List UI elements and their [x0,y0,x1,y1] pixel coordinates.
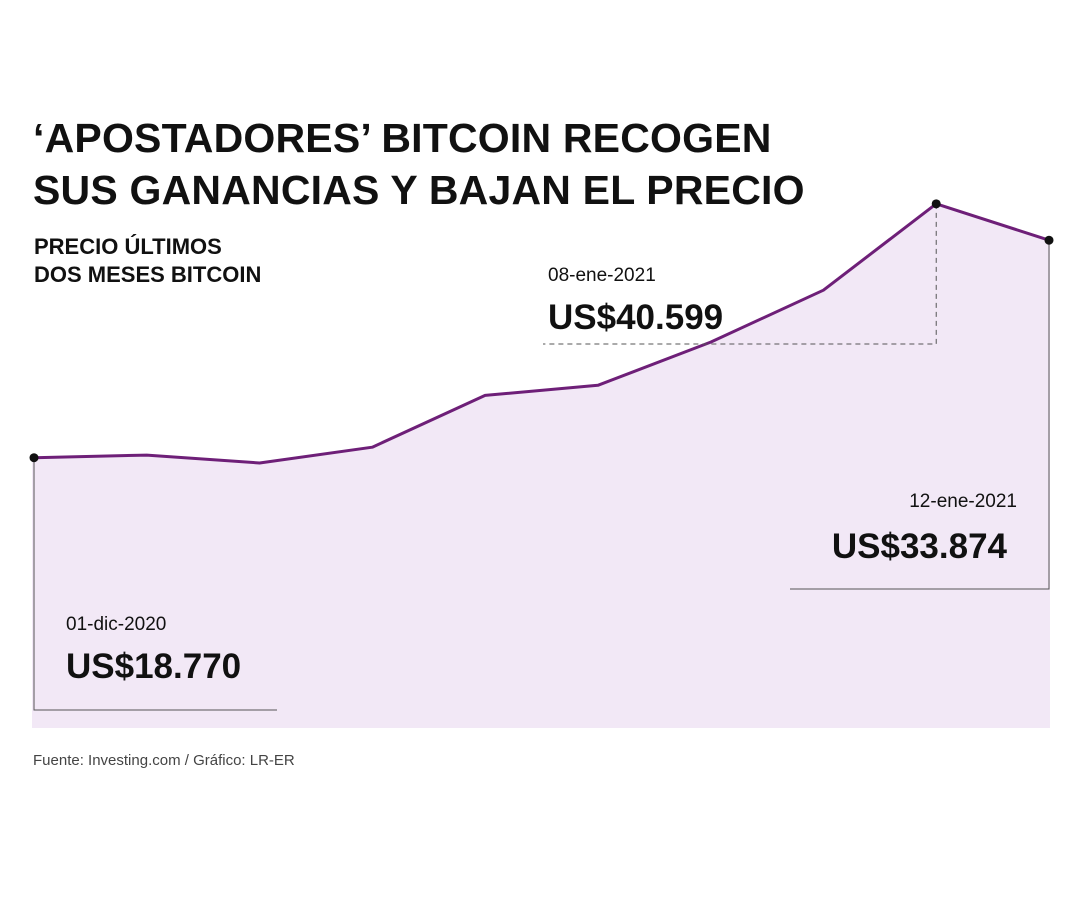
annotation-guides [33,203,1050,711]
annotation-value-label: US$33.874 [832,527,1008,566]
annotation-date-label: 12-ene-2021 [909,491,1017,512]
annotation-date-label: 08-ene-2021 [548,265,656,286]
chart-subtitle: PRECIO ÚLTIMOS DOS MESES BITCOIN [34,233,261,289]
chart-title-line-2: SUS GANANCIAS Y BAJAN EL PRECIO [33,167,805,213]
annotation-value-label: US$18.770 [66,647,241,686]
annotation-labels: 01-dic-2020 US$18.770 08-ene-2021 US$40.599… [66,265,1017,686]
annotation-guide-line [543,203,937,345]
annotation-value-label: US$40.599 [548,298,723,337]
annotation-guide-line [33,457,277,711]
price-area-fill [32,203,1050,729]
chart-title: ‘APOSTADORES’ BITCOIN RECOGEN SUS GANANC… [33,112,805,216]
chart-subtitle-line-1: PRECIO ÚLTIMOS [34,234,222,259]
data-point-marker [1044,235,1054,245]
annotation-guide-line [790,240,1050,590]
chart-title-line-1: ‘APOSTADORES’ BITCOIN RECOGEN [33,115,772,161]
source-note: Fuente: Investing.com / Gráfico: LR-ER [33,752,295,769]
data-point-marker [931,199,941,209]
chart-subtitle-line-2: DOS MESES BITCOIN [34,262,262,287]
data-point-marker [29,453,39,463]
annotation-date-label: 01-dic-2020 [66,614,166,635]
data-points [29,199,1054,463]
price-line [33,202,1050,465]
